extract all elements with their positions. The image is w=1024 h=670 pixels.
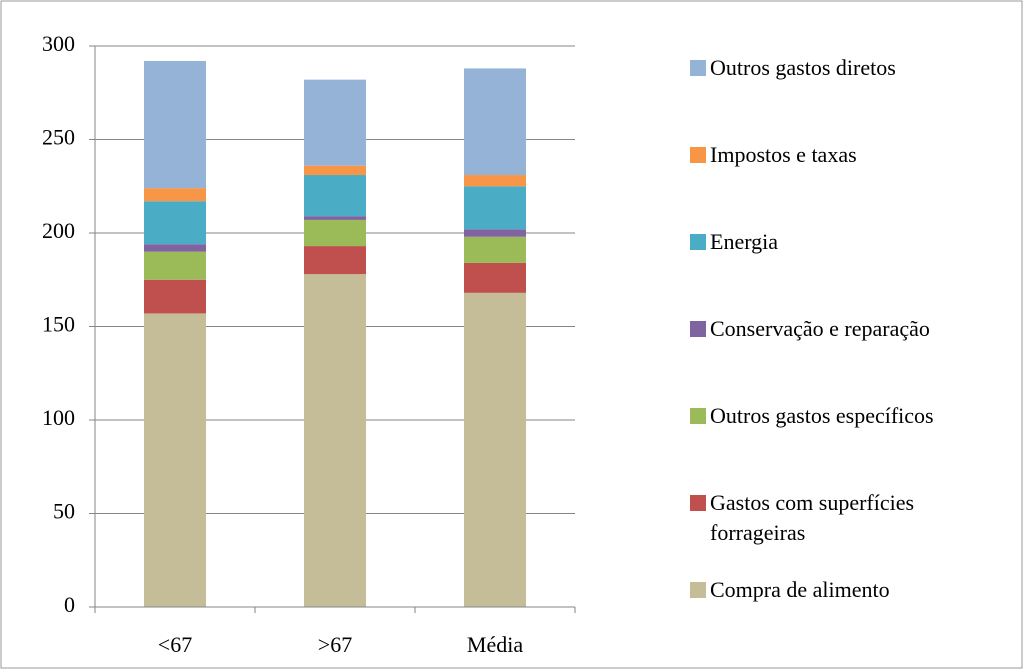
bar-segment xyxy=(144,313,206,607)
bar-segment xyxy=(144,188,206,202)
legend-swatch xyxy=(690,60,706,76)
y-tick-label: 150 xyxy=(42,312,75,337)
legend-item: Compra de alimento xyxy=(690,575,1010,605)
legend-swatch xyxy=(690,234,706,250)
bar-segment xyxy=(144,60,206,189)
legend-label: Conservação e reparação xyxy=(710,316,930,341)
x-tick-label: >67 xyxy=(318,632,352,657)
legend-swatch xyxy=(690,408,706,424)
x-tick-label: Média xyxy=(467,632,523,657)
bar-segment xyxy=(464,262,526,293)
legend-label: Outros gastos específicos xyxy=(710,403,934,428)
legend-label: Energia xyxy=(710,229,779,254)
x-tick-label: <67 xyxy=(158,632,192,657)
bar-segment xyxy=(304,246,366,275)
bar-segment xyxy=(144,201,206,245)
y-tick-label: 300 xyxy=(42,31,75,56)
legend-item: Outros gastos diretos xyxy=(690,53,1010,83)
bar-segment xyxy=(304,219,366,247)
legend-label: Outros gastos diretos xyxy=(710,55,896,80)
legend-item: Conservação e reparação xyxy=(690,314,1010,344)
y-tick-label: 250 xyxy=(42,125,75,150)
legend-swatch xyxy=(690,495,706,511)
y-tick-label: 100 xyxy=(42,405,75,430)
bar-segment xyxy=(464,236,526,263)
legend-label: Impostos e taxas xyxy=(710,142,857,167)
legend-label: Compra de alimento xyxy=(710,577,890,602)
bar-segment xyxy=(144,251,206,280)
bar-segment xyxy=(144,279,206,314)
bar-segment xyxy=(304,79,366,166)
legend-swatch xyxy=(690,582,706,598)
bar-segment xyxy=(304,175,366,217)
bar-segment xyxy=(464,229,526,237)
bar-segment xyxy=(304,165,366,176)
legend-item: Outros gastos específicos xyxy=(690,401,1010,431)
legend-swatch xyxy=(690,321,706,337)
legend-item: Impostos e taxas xyxy=(690,140,1010,170)
bar-segment xyxy=(304,274,366,607)
legend-item: Energia xyxy=(690,227,1010,257)
legend-swatch xyxy=(690,147,706,163)
bar-segment xyxy=(464,186,526,230)
y-tick-label: 0 xyxy=(64,592,75,617)
bar-segment xyxy=(464,68,526,176)
bar-segment xyxy=(464,175,526,187)
y-tick-label: 200 xyxy=(42,218,75,243)
bar-segment xyxy=(144,244,206,252)
bar-segment xyxy=(464,292,526,607)
legend-item: Gastos com superfícies forrageiras xyxy=(690,488,1010,548)
legend-label: Gastos com superfícies forrageiras xyxy=(710,490,915,545)
bar-segment xyxy=(304,216,366,220)
y-tick-label: 50 xyxy=(53,499,75,524)
